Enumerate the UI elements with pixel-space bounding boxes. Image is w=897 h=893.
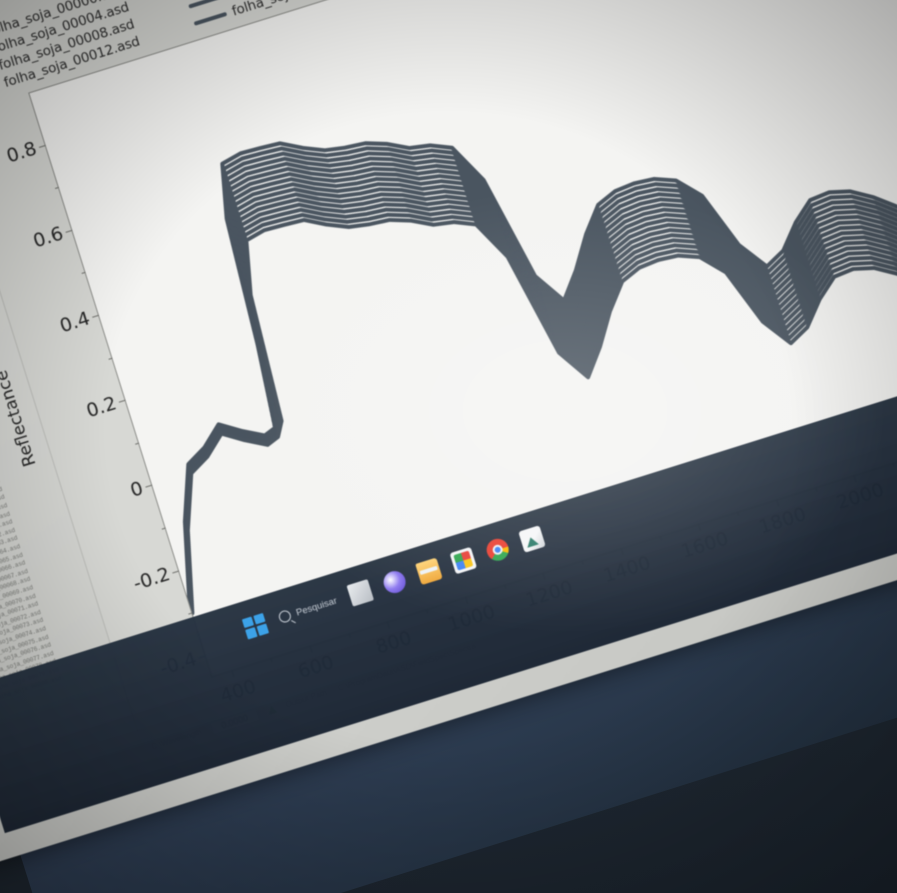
y-tick-mark bbox=[145, 484, 153, 488]
copilot-icon[interactable] bbox=[381, 568, 409, 596]
spectral-curves bbox=[29, 0, 897, 676]
laptop-screen: Lendo espectro: folha_soja_00000.asdLend… bbox=[0, 0, 897, 869]
y-tick-mark bbox=[118, 399, 126, 403]
windows-start-icon[interactable] bbox=[241, 612, 269, 640]
y-tick-label: -0.2 bbox=[130, 562, 173, 595]
y-tick-label: 0.4 bbox=[57, 307, 93, 338]
y-tick-label: 0 bbox=[127, 477, 146, 502]
screen-content: Lendo espectro: folha_soja_00000.asdLend… bbox=[0, 0, 897, 825]
legend-line-swatch bbox=[193, 11, 228, 26]
search-icon bbox=[277, 608, 293, 625]
y-tick-mark bbox=[172, 569, 180, 574]
y-tick-mark bbox=[38, 144, 46, 148]
y-tick-label: 0.8 bbox=[3, 136, 40, 167]
search-placeholder: Pesquisar bbox=[294, 595, 339, 619]
file-explorer-icon[interactable] bbox=[415, 557, 443, 586]
app-icon[interactable] bbox=[518, 525, 547, 553]
taskbar-search-box[interactable]: Pesquisar bbox=[277, 595, 339, 625]
y-tick-label: 0.6 bbox=[30, 222, 66, 253]
microsoft-store-icon[interactable] bbox=[449, 546, 478, 575]
task-view-icon[interactable] bbox=[346, 578, 375, 607]
y-tick-mark bbox=[65, 229, 73, 233]
plot-figure: Spectral Data folha_soja_00000.asdfolha_… bbox=[0, 0, 897, 769]
y-tick-mark bbox=[92, 314, 100, 318]
y-tick-label: 0.2 bbox=[83, 392, 120, 423]
google-chrome-icon[interactable] bbox=[484, 535, 512, 564]
spectral-curve bbox=[89, 23, 897, 613]
plot-area[interactable]: Reflectance 0.80.60.40.20-0.2-0.44006008… bbox=[0, 0, 897, 707]
axes-area: Reflectance 0.80.60.40.20-0.2-0.44006008… bbox=[0, 0, 897, 737]
